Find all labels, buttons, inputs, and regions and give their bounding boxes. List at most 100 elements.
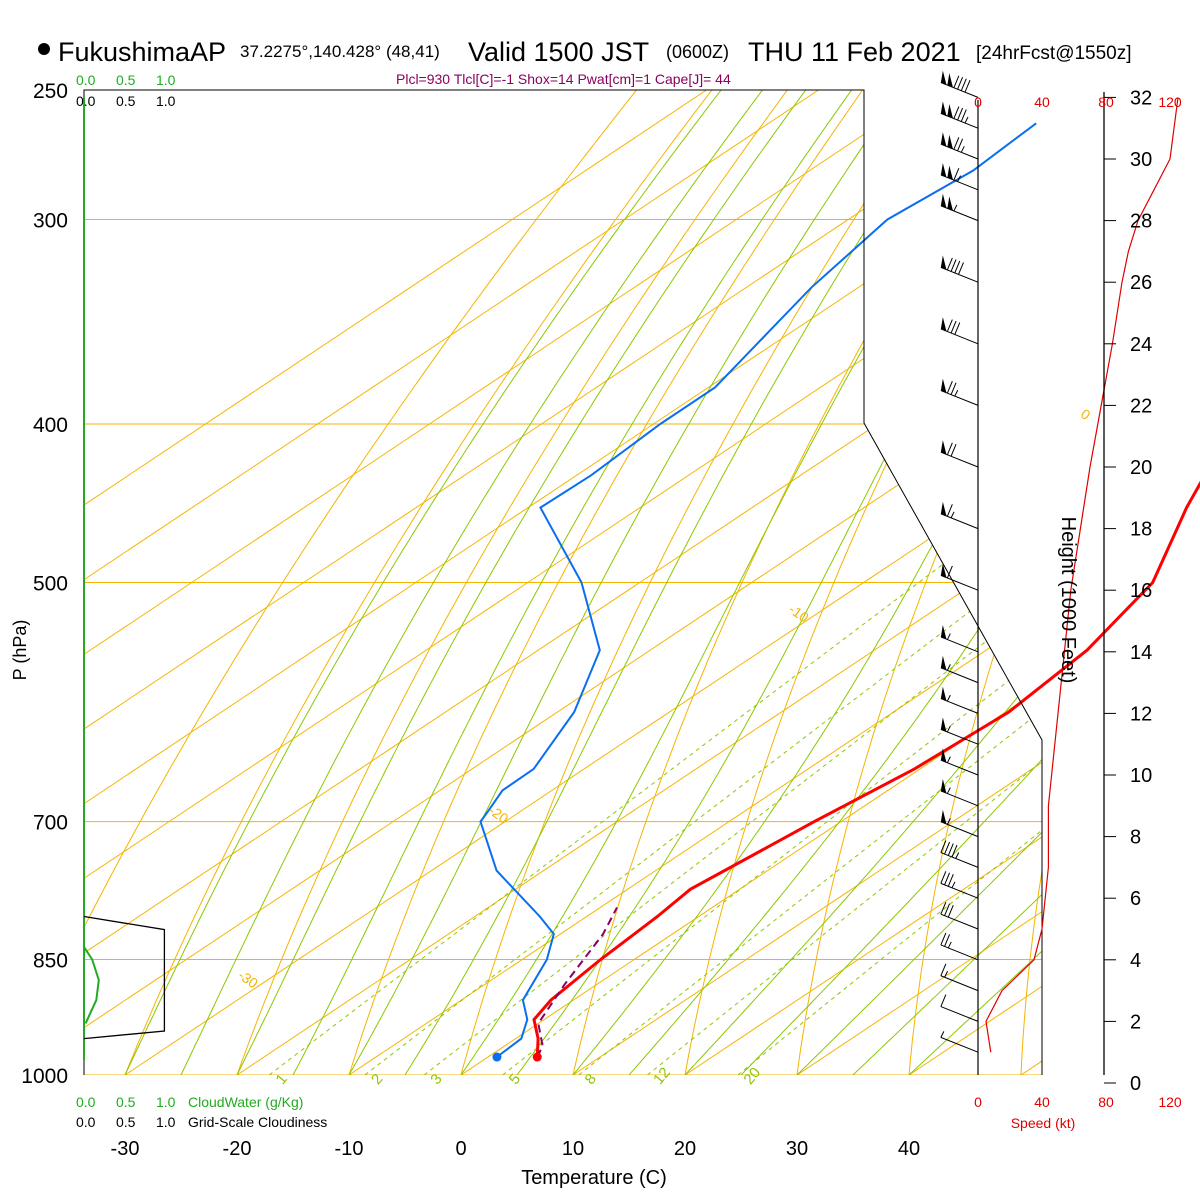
wind-barb-staff: [940, 1036, 979, 1053]
wind-barb-staff: [940, 667, 979, 684]
dry-adiabat: [565, 90, 1033, 1075]
mixing-ratio-line: [423, 423, 1042, 1075]
wind-barb-half: [944, 971, 949, 978]
wind-barb: [940, 255, 979, 283]
isotherm: [348, 90, 1042, 1075]
speed-label: Speed (kt): [1011, 1115, 1076, 1131]
mixing-ratio-label: 20: [740, 1064, 764, 1088]
wind-barb-full: [954, 322, 961, 335]
moist-adiabat: [740, 90, 1042, 1075]
temperature-tick-label: 10: [562, 1138, 584, 1160]
height-tick-label: 0: [1130, 1073, 1141, 1095]
dry-adiabat: [110, 90, 735, 1075]
wind-barb-staff: [940, 1006, 979, 1022]
pressure-tick-label: 500: [33, 573, 68, 596]
cloud-panel: [83, 915, 166, 1040]
wind-barb: [940, 994, 979, 1022]
wind-barb-full: [964, 80, 971, 93]
wind-barb-full: [940, 932, 947, 946]
wind-barb-staff: [940, 913, 979, 930]
height-tick-label: 32: [1130, 87, 1152, 109]
wind-barb-full: [950, 444, 957, 457]
wind-barb: [940, 655, 979, 684]
wind-barb-full: [953, 167, 960, 181]
wind-barb-staff: [940, 205, 979, 222]
cloud-water-tick-bottom: 0.0: [76, 1094, 96, 1110]
moist-adiabat: [628, 90, 1042, 1075]
wind-barb-staff: [940, 390, 979, 406]
cloud-water-tick-top: 1.0: [156, 72, 176, 88]
dry-adiabat-label: -30: [235, 967, 261, 992]
wind-barb-full: [954, 260, 961, 274]
cloudiness-tick-top: 1.0: [156, 93, 176, 109]
wind-barb-half: [951, 881, 956, 889]
cloudiness-label: Grid-Scale Cloudiness: [188, 1114, 327, 1130]
temperature-tick-label: 0: [455, 1138, 466, 1160]
wind-barb: [940, 871, 979, 899]
wind-barb-full: [940, 871, 947, 884]
wind-barb: [940, 840, 979, 868]
moist-adiabat: [796, 90, 1042, 1075]
height-tick-label: 26: [1130, 272, 1152, 294]
wind-barb: [940, 624, 979, 653]
isotherm: [84, 90, 1042, 1075]
wind-barb-half: [957, 175, 962, 182]
wind-barb-full: [953, 75, 960, 88]
moist-adiabat: [180, 90, 763, 1075]
height-tick-label: 12: [1130, 703, 1152, 725]
wind-barb-pennant: [940, 624, 947, 640]
wind-barb-half: [953, 204, 958, 212]
wind-barb: [940, 316, 979, 345]
wind-barb-half: [954, 389, 959, 397]
wind-barb-full: [950, 382, 957, 395]
speed-tick-top: 80: [1098, 94, 1114, 110]
wind-barb-staff: [940, 636, 979, 653]
speed-tick-bottom: 120: [1158, 1094, 1182, 1110]
speed-tick-top: 40: [1034, 94, 1050, 110]
wind-barb: [940, 932, 979, 961]
temperature-line: [532, 480, 1200, 1058]
wind-barb-half: [950, 511, 955, 519]
cloud-water-label: CloudWater (g/Kg): [188, 1094, 303, 1110]
wind-barb-full: [951, 844, 958, 858]
wind-barb-full: [957, 107, 964, 121]
wind-barb-full: [950, 259, 957, 272]
wind-barb-staff: [940, 759, 979, 776]
wind-barb-full: [960, 109, 967, 122]
wind-barb-half: [946, 694, 951, 702]
cloudiness-tick-top: 0.0: [76, 93, 96, 109]
wind-barb-staff: [940, 852, 979, 868]
wind-barb-staff: [940, 574, 979, 591]
isotherm: [84, 90, 819, 1075]
wind-barb-pennant: [947, 134, 953, 149]
dry-adiabat: [224, 90, 810, 1075]
wind-barb: [940, 193, 979, 222]
temperature-surface-point: [532, 1052, 542, 1062]
mixing-ratio-line: [502, 423, 1042, 1075]
background-lines: [84, 90, 1042, 1075]
wind-barb-full: [946, 380, 953, 394]
wind-barb-pennant: [940, 255, 947, 270]
parcel-line: [536, 907, 618, 1058]
moist-adiabat: [908, 90, 1042, 1075]
wind-barb-half: [947, 941, 952, 949]
wind-barb: [940, 963, 979, 992]
wind-barb-full: [953, 137, 960, 150]
height-tick-label: 20: [1130, 457, 1152, 479]
wind-barb-staff: [940, 143, 979, 160]
cloud-water-profile: [83, 946, 100, 1024]
pressure-tick-label: 300: [33, 210, 68, 233]
stability-indices: Plcl=930 Tlcl[C]=-1 Shox=14 Pwat[cm]=1 C…: [396, 71, 731, 87]
mixing-ratio-label: 2: [368, 1071, 386, 1088]
station-marker-icon: [38, 43, 50, 55]
moist-adiabat: [404, 90, 957, 1075]
wind-barb-half: [946, 787, 951, 794]
x-axis-label: Temperature (C): [521, 1167, 667, 1189]
height-tick-label: 30: [1130, 149, 1152, 171]
pressure-tick-label: 250: [33, 80, 68, 103]
wind-barb-staff: [940, 728, 979, 745]
wind-barb-full: [944, 903, 951, 916]
height-tick-label: 14: [1130, 642, 1152, 664]
cloudiness-profile: [83, 915, 166, 1040]
wind-barb-half: [946, 664, 951, 671]
